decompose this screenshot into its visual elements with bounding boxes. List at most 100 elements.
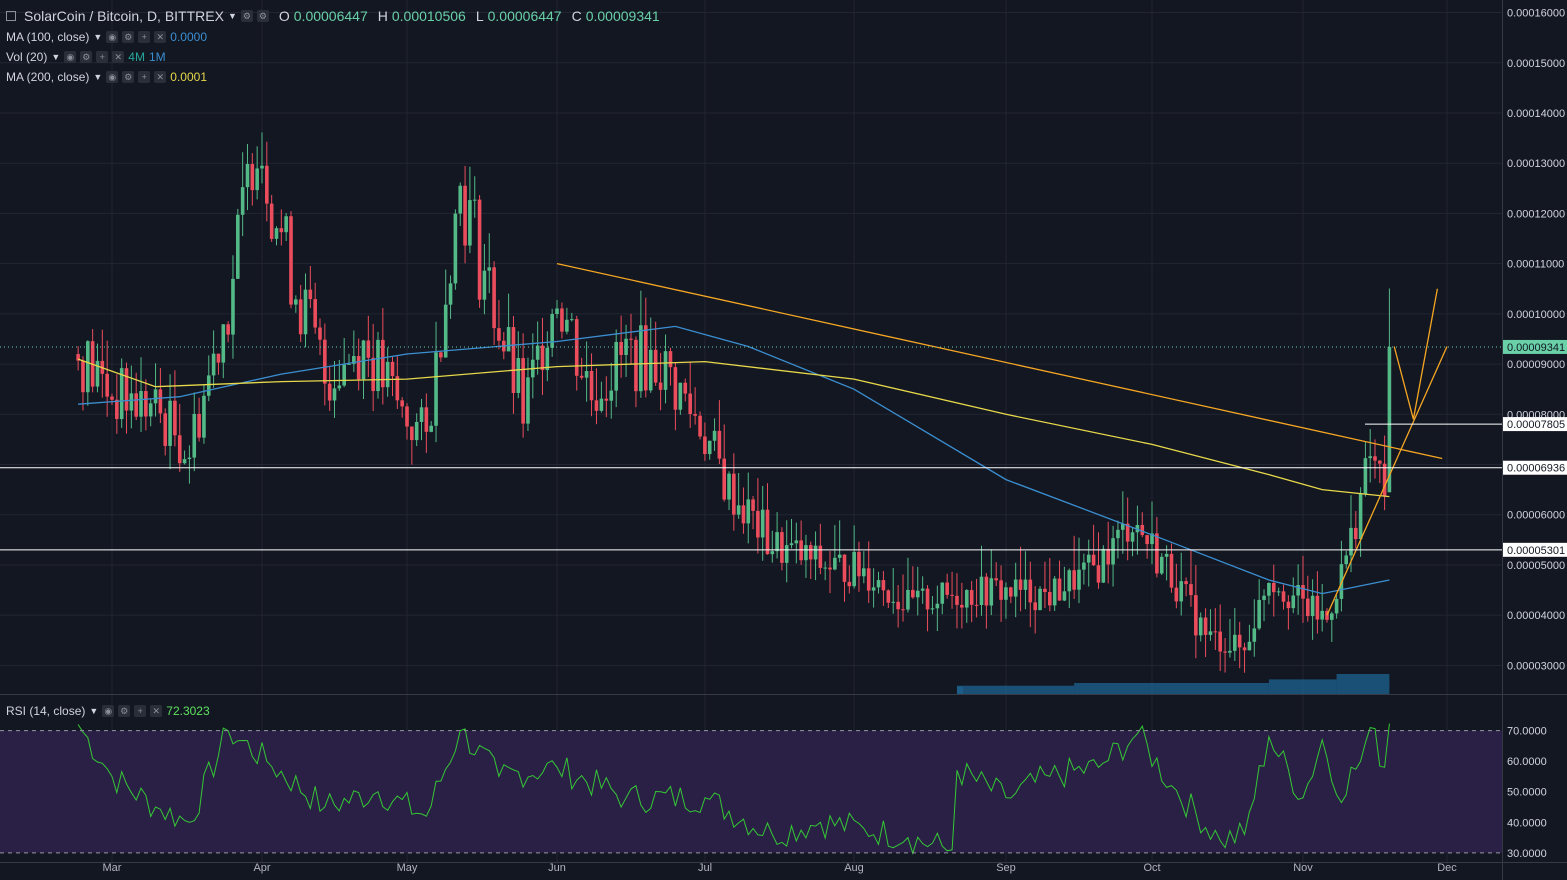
gear-icon[interactable]: ⚙ [122,71,135,83]
candle-body [818,545,823,568]
candle-body [1382,463,1387,497]
level-price-tag [1503,460,1567,475]
candle-body [886,590,891,603]
volume-bar [956,685,1075,694]
candle-body [813,545,818,560]
candle-body [187,457,192,460]
time-tick-label: Nov [1293,862,1313,874]
symbol-legend: SolarCoin / Bitcoin, D, BITTREX ▼ ⚙ ⚙ O … [6,8,660,24]
close-icon[interactable]: ✕ [150,705,163,717]
candle-body [1155,533,1159,574]
gear-icon[interactable]: ⚙ [118,705,131,717]
gear-icon[interactable]: ⚙ [122,31,135,43]
level-price-label: 0.00006936 [1507,463,1565,475]
candle-body [327,383,332,401]
candle-body [76,354,80,361]
vol-legend[interactable]: Vol (20) ▼ ◉ ⚙ + ✕ 4M 1M [6,49,166,65]
ma200-name[interactable]: MA (200, close) [6,70,90,84]
candle-body [352,356,356,364]
candle-body [1213,631,1218,633]
candle-body [842,554,847,582]
candle-body [521,358,525,424]
rsi-tick-label: 50.0000 [1507,787,1547,799]
candle-body [1198,617,1203,636]
eye-icon[interactable]: ◉ [102,705,115,717]
rsi-tick-label: 60.0000 [1507,756,1547,768]
symbol-title[interactable]: SolarCoin / Bitcoin, D, BITTREX [24,8,224,24]
candle-body [158,389,163,414]
chevron-down-icon[interactable]: ▼ [51,52,61,62]
add-icon[interactable]: + [138,71,151,83]
eye-icon[interactable]: ◉ [106,71,119,83]
chevron-down-icon[interactable]: ▼ [89,706,99,716]
ma100-legend[interactable]: MA (100, close) ▼ ◉ ⚙ + ✕ 0.0000 [6,29,207,45]
gear-icon[interactable]: ⚙ [80,51,93,63]
candle-body [1062,591,1067,601]
add-icon[interactable]: + [134,705,147,717]
add-icon[interactable]: + [96,51,109,63]
eye-icon[interactable]: ◉ [106,31,119,43]
candle-body [1077,569,1081,590]
ma100-value: 0.0000 [170,30,207,44]
candle-body [1306,598,1310,617]
chevron-down-icon[interactable]: ▼ [93,72,103,82]
candle-body [153,389,158,404]
close-icon[interactable]: ✕ [154,31,167,43]
candle-body [342,364,346,386]
candle-body [703,436,707,455]
candle-body [614,341,618,391]
ma100-name[interactable]: MA (100, close) [6,30,90,44]
ma200-line [77,358,1390,498]
chevron-down-icon[interactable]: ▼ [227,11,237,21]
price-tick-label: 0.00016000 [1507,8,1565,20]
candle-body [231,278,235,335]
candle-body [245,164,250,188]
eye-icon[interactable]: ◉ [64,51,77,63]
settings-icon[interactable]: ⚙ [240,10,253,22]
rsi-legend[interactable]: RSI (14, close) ▼ ◉ ⚙ + ✕ 72.3023 [6,703,210,719]
candle-body [458,185,463,214]
overlay-lines [0,262,1502,855]
candle-body [727,473,731,500]
candle-body [570,319,574,321]
candle-body [950,594,954,596]
candle-body [1257,599,1261,629]
candles [76,132,1392,673]
candle-body [1057,578,1062,601]
candle-body [955,595,959,605]
candle-body [741,505,746,524]
candle-body [1038,588,1042,611]
symbol-square-icon[interactable] [6,11,16,21]
candle-body [144,391,148,417]
vol-name[interactable]: Vol (20) [6,50,48,64]
candle-body [197,413,201,438]
candle-body [1091,554,1096,566]
candle-body [935,603,940,609]
chevron-down-icon[interactable]: ▼ [93,32,103,42]
candle-body [1368,456,1372,459]
candle-body [732,473,736,515]
time-tick-label: May [397,862,418,874]
close-icon[interactable]: ✕ [154,71,167,83]
gear-icon[interactable]: ⚙ [256,10,269,22]
add-icon[interactable]: + [138,31,151,43]
candle-body [95,360,100,387]
candle-body [707,440,712,455]
ma200-legend[interactable]: MA (200, close) ▼ ◉ ⚙ + ✕ 0.0001 [6,69,207,85]
candle-body [1159,556,1164,574]
candle-body [857,551,861,577]
candle-body [1233,634,1237,651]
rsi-name[interactable]: RSI (14, close) [6,704,86,718]
time-tick-label: Aug [844,862,864,874]
candle-body [284,216,288,233]
candle-body [202,395,206,438]
candle-body [964,590,969,608]
candle-body [1043,588,1047,592]
candle-body [361,340,366,380]
close-icon[interactable]: ✕ [112,51,125,63]
candle-body [182,459,187,464]
trendline [556,262,1443,460]
time-tick-label: Mar [103,862,122,874]
candle-body [356,356,361,380]
